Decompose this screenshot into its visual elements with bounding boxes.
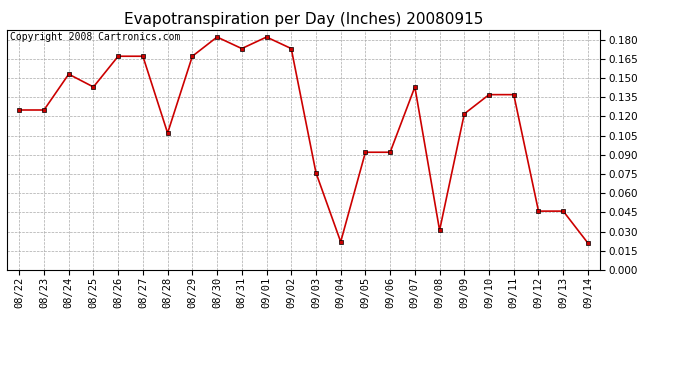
Text: Copyright 2008 Cartronics.com: Copyright 2008 Cartronics.com (10, 32, 180, 42)
Title: Evapotranspiration per Day (Inches) 20080915: Evapotranspiration per Day (Inches) 2008… (124, 12, 483, 27)
